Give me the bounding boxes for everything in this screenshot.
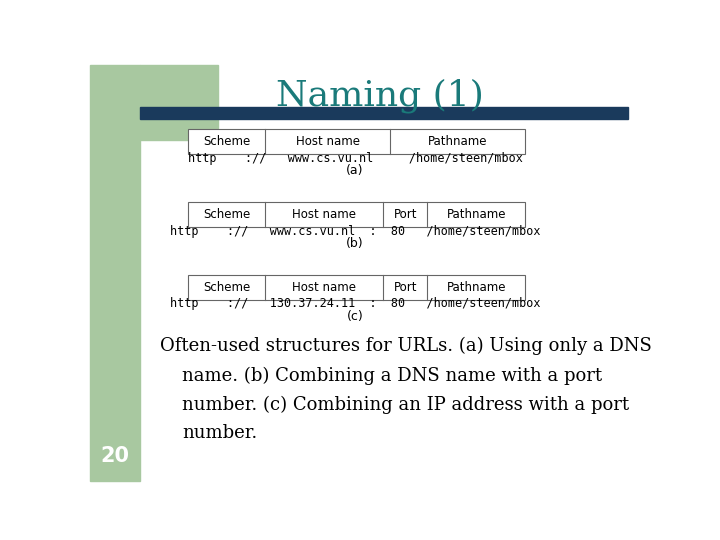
Text: (b): (b) bbox=[346, 237, 364, 250]
Text: Host name: Host name bbox=[296, 135, 360, 148]
Text: Scheme: Scheme bbox=[203, 208, 250, 221]
Bar bbox=[188, 275, 526, 300]
Bar bbox=[140, 65, 218, 140]
Text: Port: Port bbox=[394, 281, 417, 294]
Text: Pathname: Pathname bbox=[446, 208, 506, 221]
Text: http    ://   www.cs.vu.nl     /home/steen/mbox: http :// www.cs.vu.nl /home/steen/mbox bbox=[188, 152, 523, 165]
Text: number.: number. bbox=[182, 424, 257, 442]
Text: Scheme: Scheme bbox=[203, 281, 250, 294]
Text: Host name: Host name bbox=[292, 208, 356, 221]
Text: Pathname: Pathname bbox=[446, 281, 506, 294]
Text: Naming (1): Naming (1) bbox=[276, 79, 484, 113]
Bar bbox=[90, 65, 140, 481]
Text: Often-used structures for URLs. (a) Using only a DNS: Often-used structures for URLs. (a) Usin… bbox=[160, 337, 652, 355]
Bar bbox=[188, 202, 526, 227]
Text: number. (c) Combining an IP address with a port: number. (c) Combining an IP address with… bbox=[182, 395, 629, 414]
Text: Scheme: Scheme bbox=[203, 135, 250, 148]
Text: http    ://   www.cs.vu.nl  :  80   /home/steen/mbox: http :// www.cs.vu.nl : 80 /home/steen/m… bbox=[170, 225, 540, 238]
Text: Host name: Host name bbox=[292, 281, 356, 294]
Text: 20: 20 bbox=[101, 446, 130, 466]
Text: name. (b) Combining a DNS name with a port: name. (b) Combining a DNS name with a po… bbox=[182, 366, 602, 384]
Text: Pathname: Pathname bbox=[428, 135, 487, 148]
Text: (c): (c) bbox=[346, 310, 364, 323]
Text: (a): (a) bbox=[346, 164, 364, 177]
Text: http    ://   130.37.24.11  :  80   /home/steen/mbox: http :// 130.37.24.11 : 80 /home/steen/m… bbox=[170, 298, 540, 310]
Bar bbox=[188, 129, 526, 154]
Text: Port: Port bbox=[394, 208, 417, 221]
Bar bbox=[140, 107, 629, 119]
